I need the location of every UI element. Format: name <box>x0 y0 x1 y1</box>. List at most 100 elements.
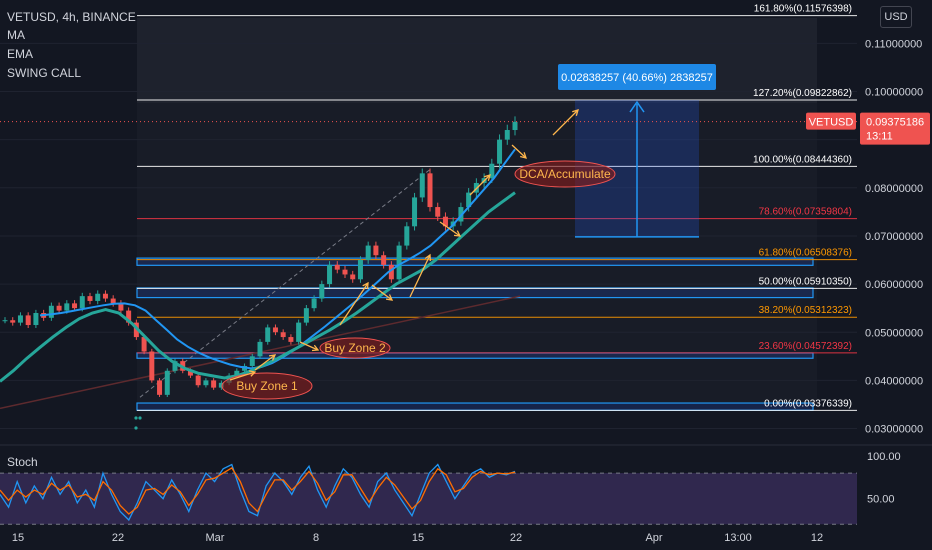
candle-body <box>381 255 387 265</box>
arrow-5-head <box>385 294 394 301</box>
candle-body <box>265 327 271 342</box>
x-tick-label: 13:00 <box>724 532 752 544</box>
price-tick-label: 0.08000000 <box>865 183 923 195</box>
zone-61.8 <box>136 257 814 266</box>
swing-dot <box>138 416 142 420</box>
zone-0 <box>136 402 814 411</box>
arrow-10-head <box>572 109 579 116</box>
candle-body <box>489 163 495 179</box>
swing-dot <box>134 416 138 420</box>
price-tick-label: 0.06000000 <box>865 279 923 291</box>
arrow-3-head <box>311 344 320 352</box>
candle-body <box>504 130 510 140</box>
symbol-line: VETUSD, 4h, BINANCE <box>7 10 136 24</box>
candle-body <box>350 274 356 280</box>
fib-label-8: 0.00%(0.03376339) <box>764 398 852 409</box>
price-tick-label: 0.03000000 <box>865 424 923 436</box>
stoch-band <box>0 473 857 525</box>
swing-dot <box>134 426 138 430</box>
stoch-tick-label: 50.00 <box>867 494 895 506</box>
candle-body <box>388 264 394 280</box>
measure-label-box <box>558 64 716 90</box>
candle-body <box>195 375 201 386</box>
candle-body <box>327 264 333 285</box>
indicator-swing-call[interactable]: SWING CALL <box>7 66 82 80</box>
x-tick-label: 15 <box>12 532 24 544</box>
candle-body <box>288 337 294 342</box>
buy-zone-2-label: Buy Zone 2 <box>324 341 386 355</box>
candle-body <box>126 310 132 323</box>
price-tick-label: 0.11000000 <box>865 38 922 50</box>
candle-body <box>157 380 163 395</box>
candle-body <box>296 322 302 342</box>
stoch-k-line <box>0 463 516 522</box>
candle-body <box>87 296 93 301</box>
candle-body <box>334 264 340 270</box>
candle-body <box>396 245 402 280</box>
x-tick-label: Apr <box>645 532 662 544</box>
indicator-ma[interactable]: MA <box>7 28 25 42</box>
buy-zone-1-label: Buy Zone 1 <box>236 379 298 393</box>
candle-body <box>234 370 240 376</box>
candle-body <box>280 332 286 338</box>
candle-body <box>249 356 255 366</box>
symbol-tag: VETUSD <box>809 117 854 129</box>
candle-body <box>342 269 348 275</box>
candle-body <box>10 320 16 323</box>
fib-label-2: 100.00%(0.08444360) <box>753 154 852 165</box>
candle-body <box>303 308 309 323</box>
stoch-tick-label: 100.00 <box>867 451 901 463</box>
candle-body <box>33 312 39 326</box>
candle-body <box>203 380 209 386</box>
candle-body <box>319 284 325 299</box>
arrow-6 <box>409 254 431 298</box>
arrow-9 <box>511 144 527 159</box>
arrow-2-head <box>268 354 277 361</box>
candle-body <box>149 351 155 381</box>
x-tick-label: 22 <box>510 532 522 544</box>
candle-body <box>272 327 278 333</box>
zone-50 <box>136 287 814 299</box>
stoch-d-line <box>0 467 516 515</box>
arrow-5 <box>371 284 393 301</box>
x-tick-label: 22 <box>112 532 124 544</box>
candle-body <box>373 245 379 256</box>
fib-label-4: 61.80%(0.06508376) <box>759 248 852 259</box>
x-tick-label: 15 <box>412 532 424 544</box>
candle-body <box>435 207 441 217</box>
candle-body <box>187 370 193 376</box>
candle-body <box>466 192 472 208</box>
countdown-label: 13:11 <box>866 131 893 143</box>
candle-body <box>404 226 410 246</box>
buy-zone-1-shape <box>221 372 313 400</box>
candle-body <box>412 197 418 227</box>
last-price-label: 0.09375186 <box>866 117 924 129</box>
candle-body <box>442 216 448 227</box>
fib-label-1: 127.20%(0.09822862) <box>753 88 852 99</box>
arrow-7-head <box>453 230 462 237</box>
arrow-1 <box>229 371 256 381</box>
candle-body <box>218 382 224 388</box>
candle-body <box>118 303 124 311</box>
fib-label-6: 38.20%(0.05312323) <box>759 305 852 316</box>
upper-shade <box>137 18 817 103</box>
fib-label-3: 78.60%(0.07359804) <box>759 207 852 218</box>
fib-label-7: 23.60%(0.04572392) <box>759 341 852 352</box>
fib-label-5: 50.00%(0.05910350) <box>759 276 852 287</box>
price-tick-label: 0.05000000 <box>865 327 923 339</box>
candle-body <box>56 305 62 311</box>
candle-body <box>64 303 70 311</box>
currency-button[interactable]: USD <box>880 6 912 28</box>
arrow-7 <box>439 221 461 237</box>
candle-body <box>357 260 363 280</box>
last-price-box <box>860 112 930 145</box>
arrow-1-head <box>248 370 257 377</box>
buy-zone-2-shape <box>319 337 391 359</box>
indicator-ema[interactable]: EMA <box>7 47 34 61</box>
candle-body <box>211 380 217 388</box>
arrow-9-head <box>520 152 527 159</box>
candle-body <box>2 320 8 322</box>
candle-body <box>172 361 178 371</box>
x-tick-label: Mar <box>206 532 225 544</box>
